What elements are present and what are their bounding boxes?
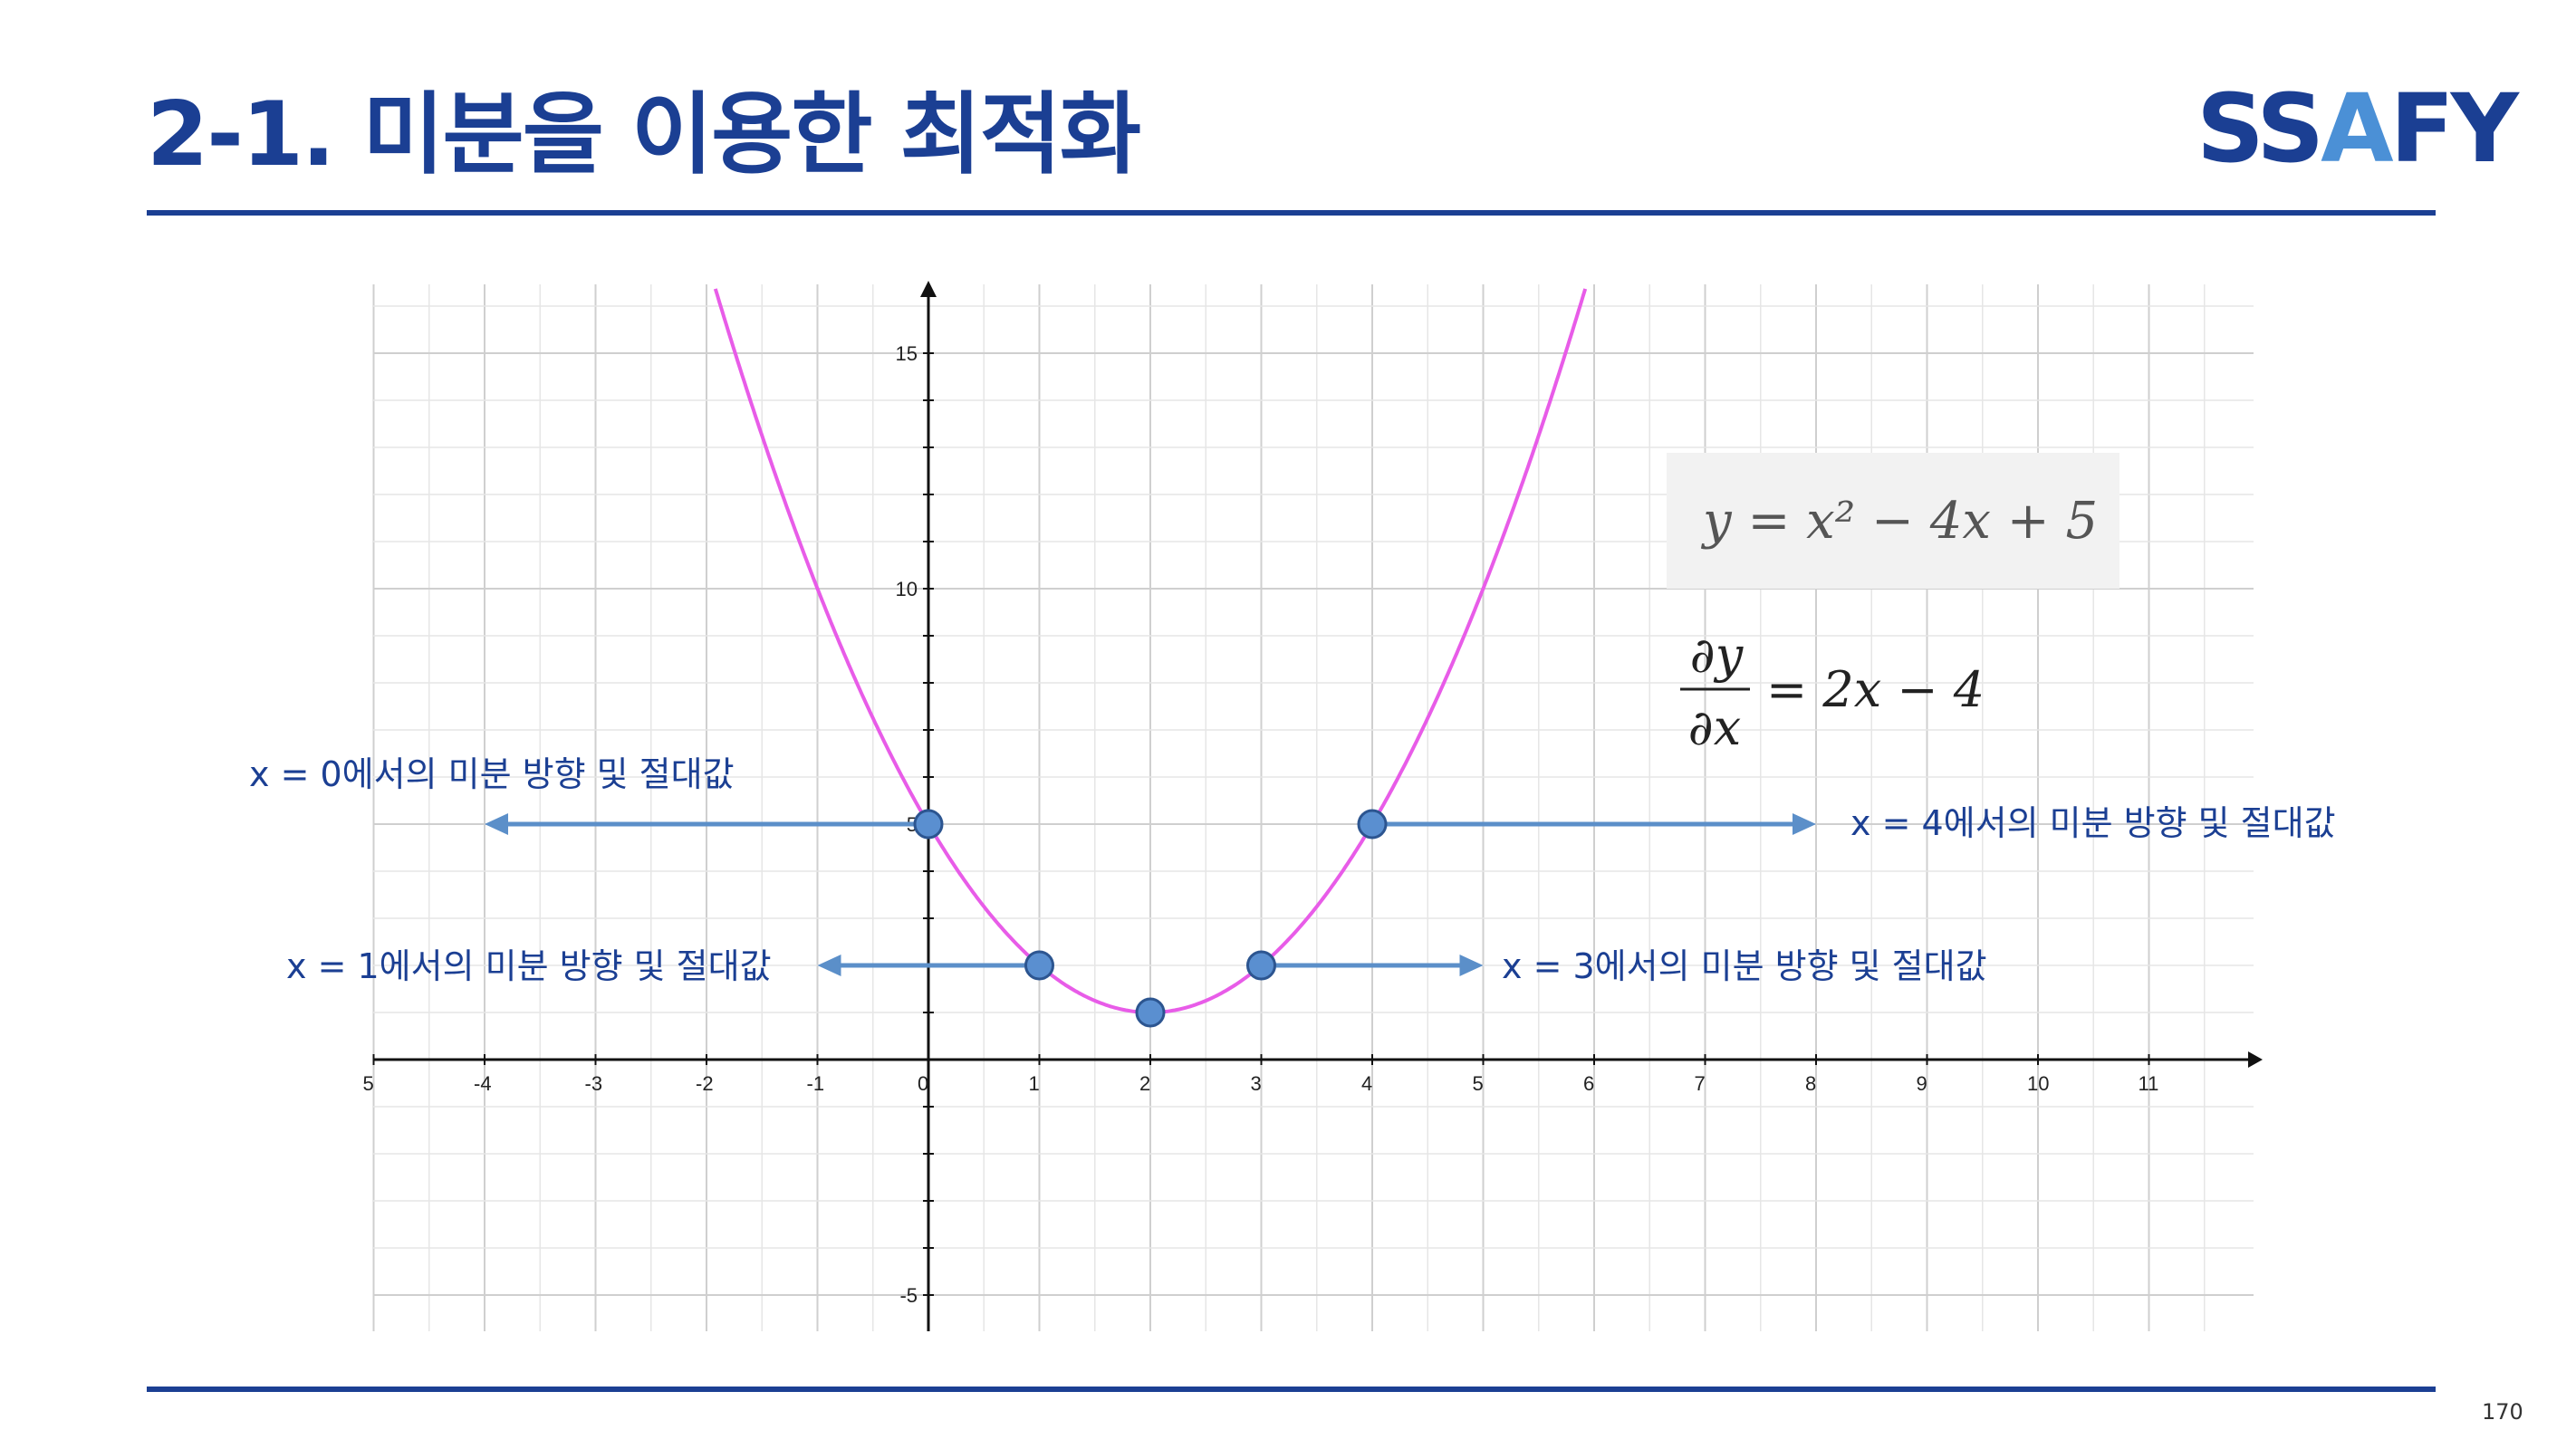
- x-tick-label: -2: [696, 1072, 714, 1095]
- x-tick-label: -3: [585, 1072, 603, 1095]
- curve-point: [1135, 997, 1166, 1028]
- x-tick-label: 5: [1473, 1072, 1484, 1095]
- function-equation-box: [1667, 453, 2119, 589]
- x-tick-label: 2: [1139, 1072, 1150, 1095]
- derivative-annotations: x = 0에서의 미분 방향 및 절대값 x = 1에서의 미분 방향 및 절대값…: [249, 754, 2336, 986]
- x-tick-label: 0: [918, 1072, 928, 1095]
- x-tick-label: 4: [1361, 1072, 1372, 1095]
- slide-title: 2-1. 미분을 이용한 최적화: [147, 83, 1141, 187]
- derivative-rhs: = 2x − 4: [1766, 661, 1985, 718]
- page-number: 170: [2482, 1399, 2523, 1425]
- y-tick-label: 15: [896, 342, 918, 365]
- brand-logo-prefix: SS: [2196, 73, 2324, 184]
- x-tick-label: 7: [1695, 1072, 1706, 1095]
- derivative-arrowhead: [1793, 813, 1816, 835]
- equation-panel: y = x² − 4x + 5 ∂y ∂x = 2x − 4: [1667, 453, 2119, 756]
- header-divider: [147, 210, 2436, 216]
- x-tick-label: 8: [1805, 1072, 1816, 1095]
- curve-point: [1024, 950, 1054, 981]
- derivative-denominator: ∂x: [1688, 699, 1741, 756]
- derivative-arrowhead: [1459, 955, 1484, 976]
- derivative-numerator: ∂y: [1690, 627, 1745, 684]
- y-tick-label: -5: [899, 1284, 918, 1307]
- x-tick-label: 5: [363, 1072, 374, 1095]
- function-equation: y = x² − 4x + 5: [1700, 492, 2098, 551]
- brand-logo-highlight: A: [2321, 73, 2393, 184]
- y-tick-label: 10: [896, 578, 918, 600]
- derivative-arrowhead: [817, 955, 841, 976]
- x-tick-label: -1: [807, 1072, 825, 1095]
- y-axis-arrowhead: [920, 281, 937, 297]
- derivative-annotation-label: x = 1에서의 미분 방향 및 절대값: [286, 946, 772, 986]
- derivative-annotation-label: x = 4에서의 미분 방향 및 절대값: [1850, 803, 2336, 843]
- derivative-arrowhead: [485, 813, 508, 835]
- curve-point: [1246, 950, 1276, 981]
- brand-logo-suffix: FY: [2389, 73, 2519, 184]
- x-tick-label: 6: [1583, 1072, 1594, 1095]
- derivative-annotation-label: x = 0에서의 미분 방향 및 절대값: [249, 754, 735, 794]
- x-axis-arrowhead: [2248, 1051, 2263, 1068]
- curve-point: [913, 809, 944, 840]
- chart-axes: [373, 281, 2263, 1331]
- curve-point: [1357, 809, 1388, 840]
- x-tick-label: 9: [1917, 1072, 1927, 1095]
- brand-logo: SSAFY: [2196, 82, 2519, 176]
- footer-divider: [147, 1387, 2436, 1392]
- x-tick-label: 10: [2027, 1072, 2049, 1095]
- x-tick-label: -4: [474, 1072, 492, 1095]
- x-tick-label: 11: [2139, 1072, 2159, 1095]
- x-tick-label: 3: [1251, 1072, 1262, 1095]
- x-tick-label: 1: [1029, 1072, 1040, 1095]
- derivative-annotation-label: x = 3에서의 미분 방향 및 절대값: [1502, 946, 1987, 986]
- chart-points: [913, 809, 1388, 1028]
